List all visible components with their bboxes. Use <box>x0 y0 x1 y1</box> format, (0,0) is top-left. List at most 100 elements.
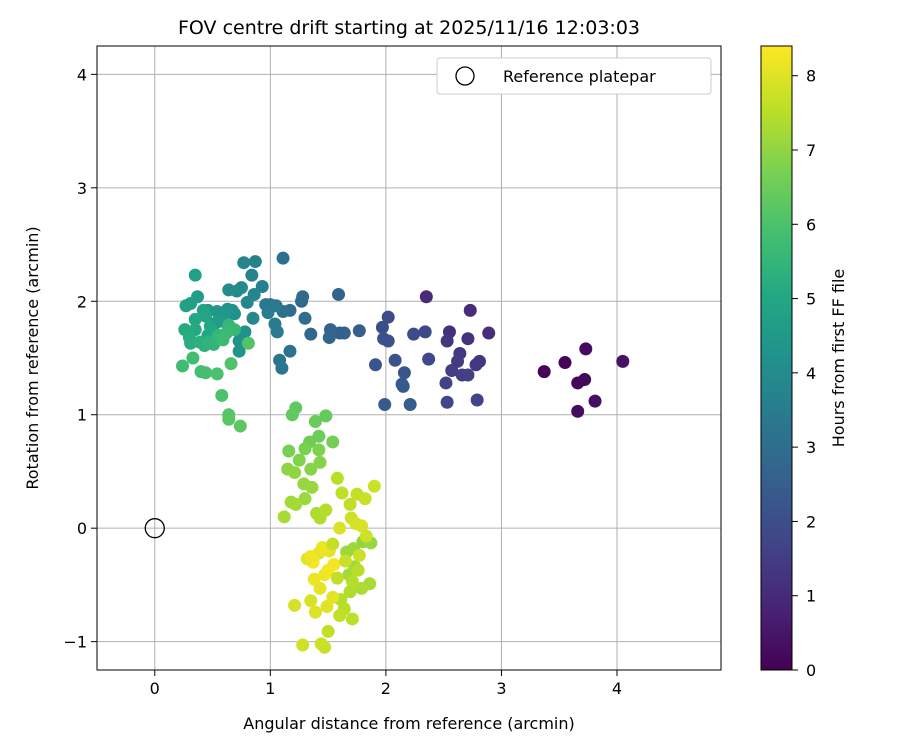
scatter-point <box>224 357 238 371</box>
scatter-point <box>319 503 333 517</box>
scatter-point <box>248 255 262 269</box>
scatter-point <box>186 351 200 365</box>
colorbar-ticks: 0 1 2 3 4 5 6 7 8 <box>792 67 816 680</box>
scatter-point <box>440 334 454 348</box>
scatter-point <box>240 295 254 309</box>
scatter-point <box>305 480 319 494</box>
scatter-point <box>352 548 366 562</box>
y-tick-label: 4 <box>77 65 87 84</box>
scatter-point <box>319 409 333 423</box>
scatter-point <box>351 563 365 577</box>
scatter-point <box>330 471 344 485</box>
x-tick-label: 0 <box>150 679 160 698</box>
scatter-point <box>461 332 475 346</box>
scatter-point <box>422 352 436 366</box>
scatter-point <box>326 590 340 604</box>
scatter-point <box>345 575 359 589</box>
scatter-point <box>188 268 202 282</box>
scatter-point <box>285 408 299 422</box>
scatter-point <box>304 594 318 608</box>
legend-box <box>436 57 712 95</box>
scatter-point <box>188 312 202 326</box>
scatter-point <box>276 251 290 265</box>
scatter-point <box>343 497 357 511</box>
y-axis-label: Rotation from reference (arcmin) <box>23 226 42 489</box>
plot-frame <box>96 45 722 671</box>
x-tick-label: 1 <box>265 679 275 698</box>
scatter-point <box>407 327 421 341</box>
scatter-point <box>440 395 454 409</box>
scatter-point <box>277 510 291 524</box>
colorbar <box>760 45 793 671</box>
scatter-point <box>358 492 372 506</box>
x-axis-ticks: 0 1 2 3 4 <box>150 670 622 698</box>
scatter-point <box>330 571 344 585</box>
scatter-point <box>313 455 327 469</box>
legend: Reference platepar <box>436 57 712 95</box>
colorbar-tick-label: 0 <box>806 661 816 680</box>
colorbar-tick-label: 5 <box>806 290 816 309</box>
scatter-point <box>359 529 373 543</box>
scatter-point <box>199 309 213 323</box>
scatter-point <box>210 367 224 381</box>
scatter-points <box>176 251 630 654</box>
x-axis-label: Angular distance from reference (arcmin) <box>243 714 574 733</box>
scatter-point <box>377 332 391 346</box>
scatter-point <box>588 394 602 408</box>
scatter-point <box>321 624 335 638</box>
scatter-point <box>397 366 411 380</box>
scatter-point <box>355 581 369 595</box>
scatter-point <box>578 373 592 387</box>
scatter-point <box>388 353 402 367</box>
scatter-point <box>304 550 318 564</box>
scatter-point <box>296 290 310 304</box>
scatter-point <box>216 333 230 347</box>
colorbar-tick-label: 3 <box>806 438 816 457</box>
chart-title: FOV centre drift starting at 2025/11/16 … <box>178 17 640 39</box>
scatter-point <box>355 519 369 533</box>
scatter-point <box>345 612 359 626</box>
scatter-point <box>579 342 593 356</box>
scatter-point <box>283 344 297 358</box>
scatter-point <box>335 486 349 500</box>
colorbar-tick-label: 8 <box>806 67 816 86</box>
colorbar-tick-label: 2 <box>806 512 816 531</box>
scatter-point <box>333 521 347 535</box>
scatter-point <box>338 554 352 568</box>
scatter-point <box>333 609 347 623</box>
scatter-point <box>337 326 351 340</box>
scatter-point <box>199 366 213 380</box>
scatter-point <box>237 256 251 270</box>
legend-entry-reference: Reference platepar <box>503 67 656 86</box>
scatter-point <box>403 398 417 412</box>
scatter-point <box>275 361 289 375</box>
scatter-point <box>308 605 322 619</box>
scatter-point <box>255 280 269 294</box>
scatter-point <box>233 419 247 433</box>
scatter-point <box>308 415 322 429</box>
scatter-point <box>327 557 341 571</box>
scatter-point <box>268 317 282 331</box>
reference-marker <box>144 518 165 539</box>
scatter-point <box>314 637 328 651</box>
scatter-point <box>289 497 303 511</box>
colorbar-tick-label: 6 <box>806 215 816 234</box>
scatter-point <box>470 393 484 407</box>
scatter-point <box>304 327 318 341</box>
reference-layer <box>144 518 165 539</box>
scatter-point <box>261 306 275 320</box>
scatter-point <box>368 358 382 372</box>
scatter-point <box>176 359 190 373</box>
scatter-point <box>322 331 336 345</box>
colorbar-tick-label: 1 <box>806 587 816 606</box>
scatter-point <box>292 453 306 467</box>
scatter-point <box>312 443 326 457</box>
scatter-point <box>332 287 346 301</box>
colorbar-tick-label: 7 <box>806 141 816 160</box>
scatter-point <box>326 435 340 449</box>
scatter-point <box>298 442 312 456</box>
colorbar-tick-label: 4 <box>806 364 816 383</box>
scatter-point <box>241 336 255 350</box>
scatter-point <box>352 324 366 338</box>
